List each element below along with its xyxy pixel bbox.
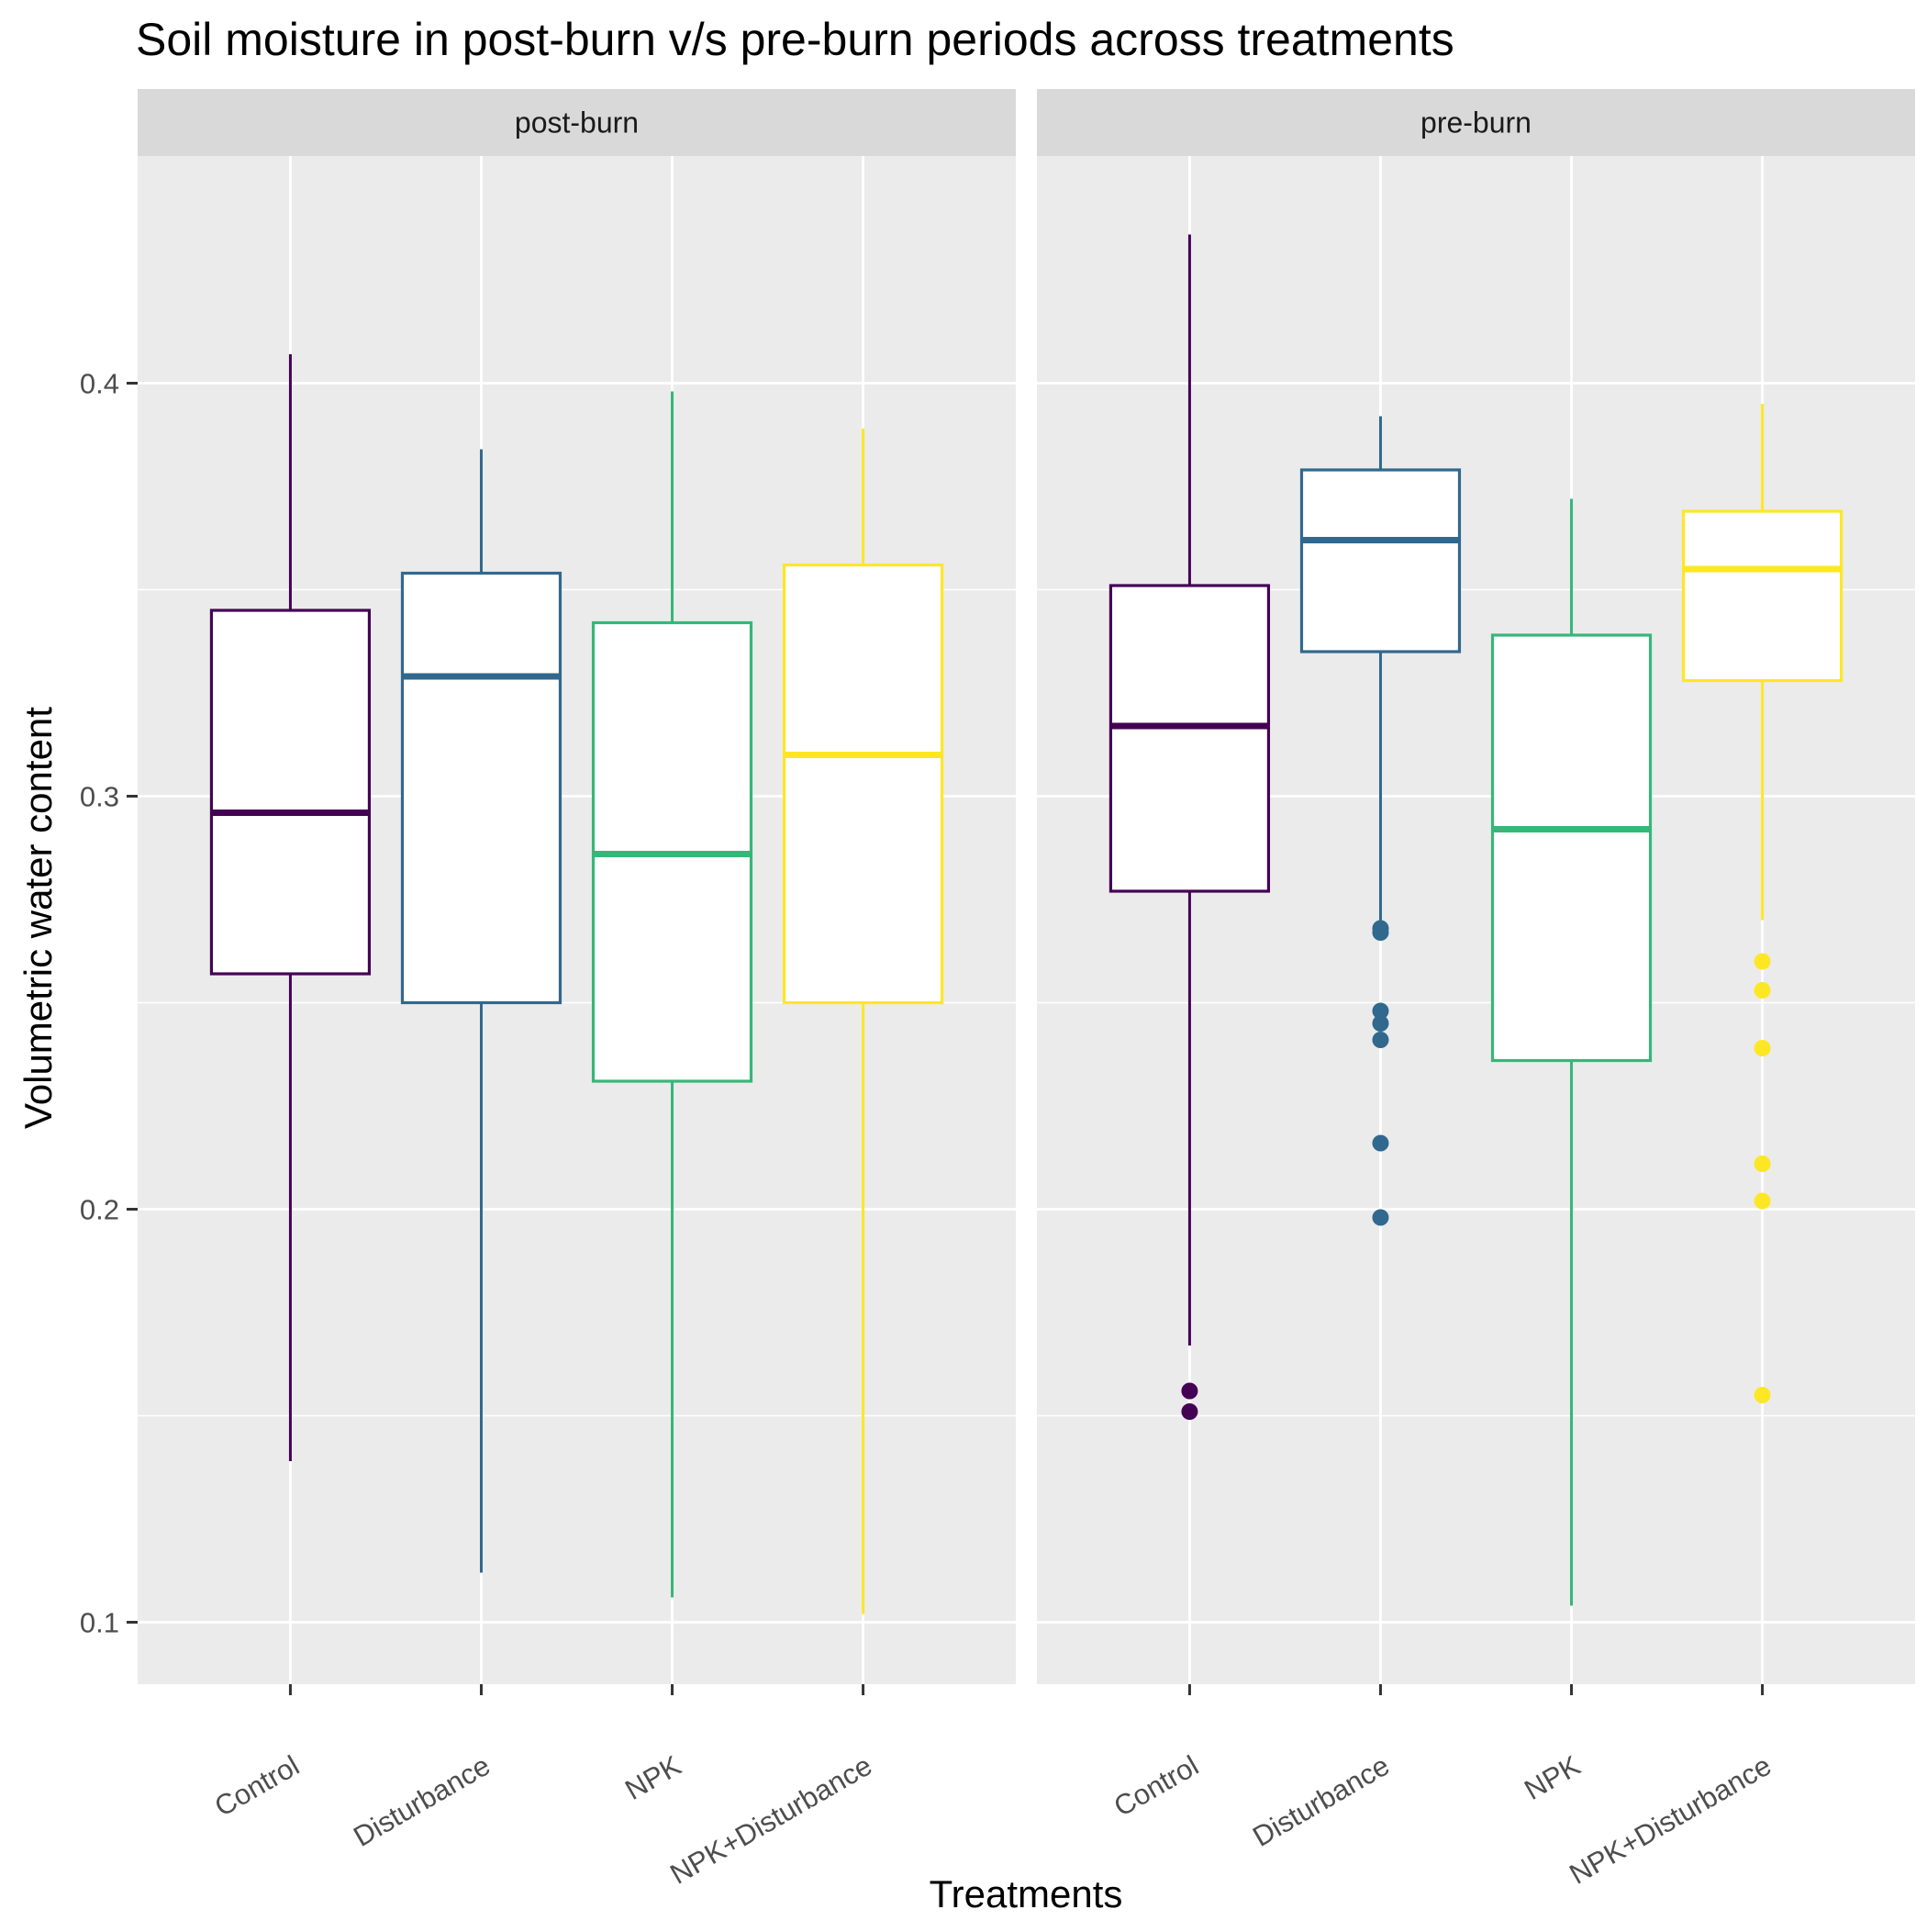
outlier-point: [1372, 1015, 1389, 1032]
outlier-point: [1372, 924, 1389, 941]
x-axis-title: Treatments: [930, 1872, 1123, 1915]
y-axis: 0.1 0.2 0.3 0.4: [80, 368, 138, 1639]
outlier-point: [1372, 1032, 1389, 1048]
box-post-burn-disturbance: [400, 449, 563, 1573]
outlier-point: [1181, 1382, 1198, 1400]
y-tick-label: 0.3: [80, 781, 119, 813]
outlier-point: [1754, 982, 1771, 999]
outlier-point: [1754, 1040, 1771, 1056]
outlier-point: [1372, 1002, 1389, 1020]
y-axis-title: Volumetric water content: [17, 707, 60, 1129]
box-pre-burn-disturbance: [1299, 416, 1462, 1226]
box-pre-burn-control: [1108, 234, 1271, 1420]
box-body: [400, 571, 563, 1005]
outlier-point: [1754, 1387, 1771, 1403]
facet-strip-pre-burn: [1037, 89, 1915, 156]
y-tick-label: 0.4: [80, 368, 119, 400]
box-pre-burn-npk: [1490, 498, 1653, 1606]
outlier-point: [1754, 953, 1771, 970]
box-pre-burn-npk-disturbance: [1681, 404, 1843, 1403]
box-body: [1681, 509, 1843, 683]
panel-background: [1037, 156, 1915, 1684]
y-tick-label: 0.2: [80, 1194, 119, 1226]
facet-strip-post-burn: [138, 89, 1016, 156]
outlier-point: [1754, 1156, 1771, 1172]
chart-title: Soil moisture in post-burn v/s pre-burn …: [136, 14, 1454, 65]
box-body: [209, 609, 372, 976]
box-body: [1299, 468, 1462, 653]
outlier-point: [1372, 1209, 1389, 1226]
outlier-point: [1372, 1134, 1389, 1152]
box-body: [1108, 584, 1271, 893]
facet-strip-label: post-burn: [515, 106, 639, 140]
facet-strip-label: pre-burn: [1420, 106, 1532, 140]
outlier-point: [1754, 1192, 1771, 1210]
y-tick-label: 0.1: [80, 1607, 119, 1639]
box-post-burn-npk: [591, 391, 753, 1598]
box-post-burn-npk-disturbance: [782, 429, 944, 1614]
box-body: [782, 563, 944, 1005]
box-post-burn-control: [209, 354, 372, 1461]
box-body: [1490, 633, 1653, 1063]
outlier-point: [1181, 1403, 1198, 1420]
